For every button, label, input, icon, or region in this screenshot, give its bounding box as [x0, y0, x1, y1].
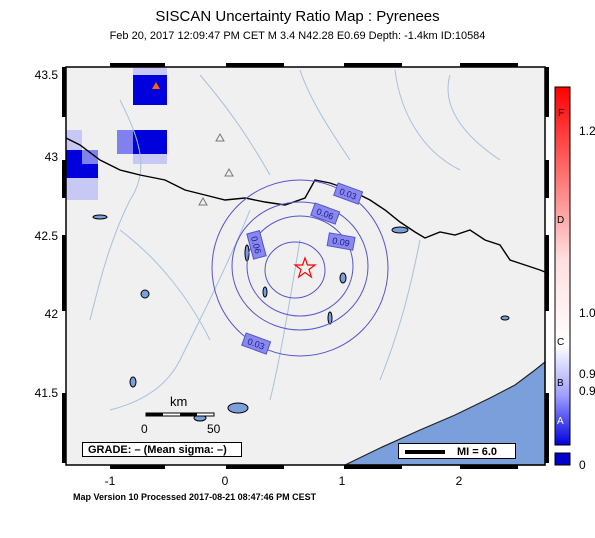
colorbar-grade: F [558, 108, 565, 119]
lon-tick: 2 [455, 474, 463, 488]
contour-label: 0.06 [249, 235, 263, 255]
colorbar [554, 86, 571, 446]
colorbar-grade: C [557, 337, 565, 348]
lat-tick: 41.5 [34, 386, 58, 400]
mi-legend-label: MI = 6.0 [457, 446, 498, 458]
scale-bar-start: 0 [141, 422, 148, 436]
rivers [89, 69, 501, 411]
colorbar-value: 1.0 [579, 306, 595, 320]
lat-tick: 43 [44, 150, 58, 164]
colorbar-value: 0.9 [579, 384, 595, 398]
station-triangle-icon [152, 82, 160, 89]
footer-text: Map Version 10 Processed 2017-08-21 08:4… [73, 492, 317, 502]
contour-labels: 0.03 0.06 0.09 0.06 0.03 [241, 182, 364, 355]
lon-tick: 0 [221, 474, 229, 488]
lakes [92, 214, 510, 422]
colorbar-nodata [554, 452, 571, 466]
uncertainty-grid [66, 67, 167, 200]
scale-bar [145, 412, 215, 417]
epicenter-star-icon [293, 256, 317, 279]
colorbar-grade: A [557, 416, 564, 427]
colorbar-value: 1.2 [579, 124, 595, 138]
lon-tick: 1 [338, 474, 346, 488]
contour-label: 0.09 [331, 236, 350, 249]
colorbar-grade: D [557, 215, 565, 226]
lat-tick: 43.5 [34, 68, 58, 82]
station-triangle-icon [224, 167, 234, 177]
stations [152, 82, 234, 206]
colorbar-value: 0.9 [579, 367, 595, 381]
lat-tick: 42 [44, 307, 58, 321]
lat-tick: 42.5 [34, 229, 58, 243]
land-area [66, 67, 545, 465]
event-info: Feb 20, 2017 12:09:47 PM CET M 3.4 N42.2… [109, 30, 486, 42]
colorbar-grade: B [557, 378, 564, 389]
scale-bar-title: km [170, 394, 188, 409]
station-triangle-icon [198, 196, 208, 206]
grade-box: GRADE: – (Mean sigma: –) [82, 442, 242, 457]
map-title: SISCAN Uncertainty Ratio Map : Pyrenees [155, 8, 440, 25]
frame-ticks [62, 63, 549, 469]
lon-tick: -1 [104, 474, 116, 488]
mi-line-icon [405, 450, 445, 454]
station-triangle-icon [215, 132, 225, 142]
colorbar-value: 0 [579, 458, 586, 472]
mi-legend: MI = 6.0 [398, 443, 516, 459]
scale-bar-end: 50 [207, 422, 221, 436]
uncertainty-contours [211, 179, 389, 357]
